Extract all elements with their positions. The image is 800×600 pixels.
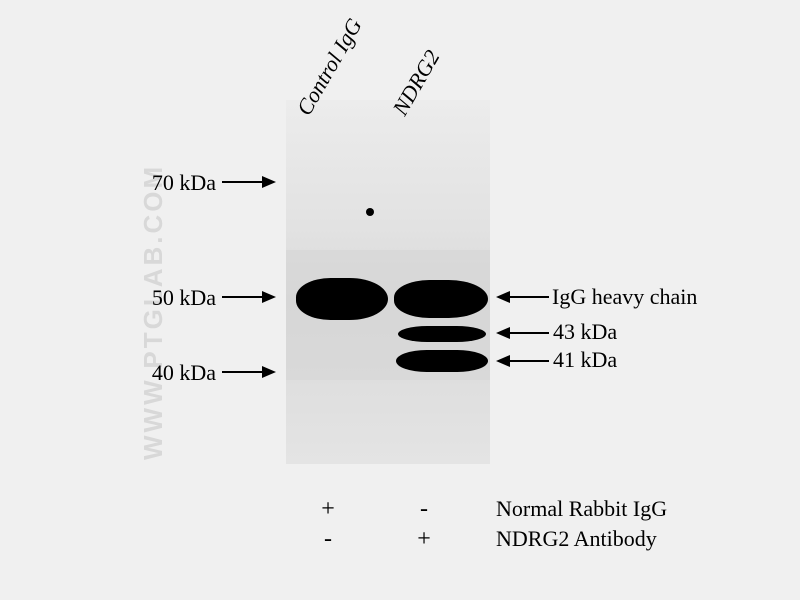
marker-70kda-arrow-line [222,181,264,183]
label-41kda-arrow-head [496,355,510,367]
label-igg-heavy: IgG heavy chain [552,284,697,310]
band-control-igg-heavy [296,278,388,320]
marker-50kda: 50 kDa [152,285,216,311]
legend-row1-col2: - [414,496,434,523]
band-ndrg2-43kda [398,326,486,342]
marker-50kda-arrow-line [222,296,264,298]
label-41kda-arrow-line [509,360,549,362]
igg-heavy-arrow-line [509,296,549,298]
igg-heavy-arrow-head [496,291,510,303]
legend-row1-col1: + [318,496,338,523]
marker-40kda: 40 kDa [152,360,216,386]
band-speck [366,208,374,216]
legend-row2-col1: - [318,526,338,553]
marker-40kda-arrow-line [222,371,264,373]
label-43kda: 43 kDa [553,319,617,345]
label-43kda-arrow-head [496,327,510,339]
marker-70kda: 70 kDa [152,170,216,196]
band-ndrg2-41kda [396,350,488,372]
marker-40kda-arrow-head [262,366,276,378]
figure-container: WWW.PTGLAB.COM Control IgG NDRG2 70 kDa … [0,0,800,600]
legend-row1-label: Normal Rabbit IgG [496,496,667,522]
marker-70kda-arrow-head [262,176,276,188]
label-41kda: 41 kDa [553,347,617,373]
legend-row2-col2: + [414,526,434,553]
marker-50kda-arrow-head [262,291,276,303]
band-ndrg2-igg-heavy [394,280,488,318]
legend-row2-label: NDRG2 Antibody [496,526,657,552]
label-43kda-arrow-line [509,332,549,334]
watermark-text: WWW.PTGLAB.COM [138,164,169,460]
